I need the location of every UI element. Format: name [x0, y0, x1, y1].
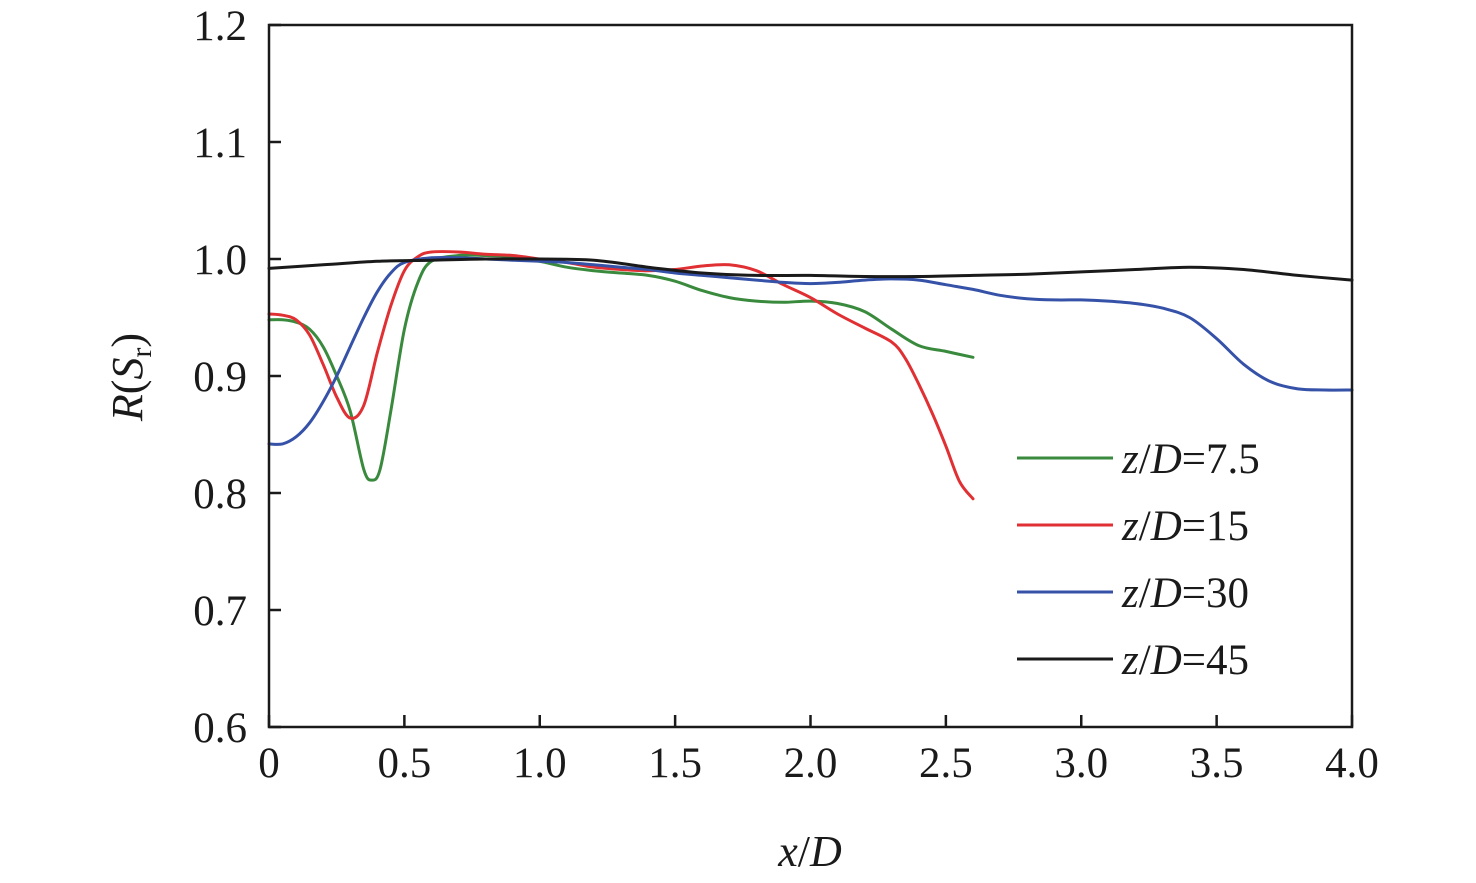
series-line-z-d-45 [267, 257, 1354, 282]
x-tick-label: 1.5 [648, 740, 702, 787]
x-tick-label: 2.0 [784, 740, 838, 787]
legend-label-eq: =15 [1182, 503, 1249, 550]
legend-entry-label: z/D=30 [1121, 570, 1249, 617]
legend-label-eq: =30 [1182, 570, 1249, 617]
x-axis-label: x/D [777, 827, 842, 876]
x-tick-label: 3.0 [1054, 740, 1108, 787]
legend-label-sep: / [1139, 436, 1151, 483]
legend-label-ref: D [1150, 503, 1182, 550]
x-axis-ticks: 0 0.5 1.0 1.5 2.0 2.5 3.0 3.5 4.0 [258, 715, 1379, 787]
legend: z/D=7.5z/D=15z/D=30z/D=45 [1017, 436, 1260, 684]
x-tick-label: 0.5 [378, 740, 432, 787]
x-tick-label: 0 [258, 740, 280, 787]
legend-entry-label: z/D=7.5 [1121, 436, 1260, 483]
y-axis-label-func: R [103, 394, 152, 422]
legend-label-var: z [1121, 637, 1139, 684]
x-axis-label-sep: / [798, 827, 811, 876]
legend-entry-label: z/D=45 [1121, 637, 1249, 684]
x-tick-label: 4.0 [1325, 740, 1379, 787]
series-line-z-d-30 [267, 255, 1354, 446]
legend-label-eq: =7.5 [1182, 436, 1260, 483]
legend-label-var: z [1121, 436, 1139, 483]
x-axis-label-var: x [777, 827, 798, 876]
series-line-z-d-15 [267, 250, 975, 501]
x-axis-label-ref: D [809, 827, 842, 876]
x-tick-label: 1.0 [513, 740, 567, 787]
legend-label-var: z [1121, 570, 1139, 617]
y-axis-label-open: ( [103, 380, 152, 395]
y-tick-label: 1.2 [193, 3, 247, 50]
legend-label-sep: / [1139, 503, 1151, 550]
plot-frame [267, 23, 1354, 729]
legend-label-eq: =45 [1182, 637, 1249, 684]
y-tick-label: 0.9 [193, 354, 247, 401]
y-axis-label-sub: r [125, 348, 158, 358]
legend-entry-label: z/D=15 [1121, 503, 1249, 550]
y-tick-label: 1.0 [193, 237, 247, 284]
legend-label-ref: D [1150, 637, 1182, 684]
legend-label-sep: / [1139, 570, 1151, 617]
legend-label-sep: / [1139, 637, 1151, 684]
y-axis-label-sym: S [103, 358, 152, 380]
y-tick-label: 0.7 [193, 588, 247, 635]
legend-label-var: z [1121, 503, 1139, 550]
y-axis-ticks: 0.6 0.7 0.8 0.9 1.0 1.1 1.2 [193, 3, 281, 752]
y-axis-label-close: ) [103, 333, 152, 348]
y-tick-label: 0.6 [193, 705, 247, 752]
y-tick-label: 1.1 [193, 120, 247, 167]
y-tick-label: 0.8 [193, 471, 247, 518]
y-axis-label: R(Sr) [103, 333, 158, 422]
legend-label-ref: D [1150, 436, 1182, 483]
x-tick-label: 2.5 [919, 740, 973, 787]
legend-label-ref: D [1150, 570, 1182, 617]
x-tick-label: 3.5 [1190, 740, 1244, 787]
series-layer [267, 250, 1354, 501]
